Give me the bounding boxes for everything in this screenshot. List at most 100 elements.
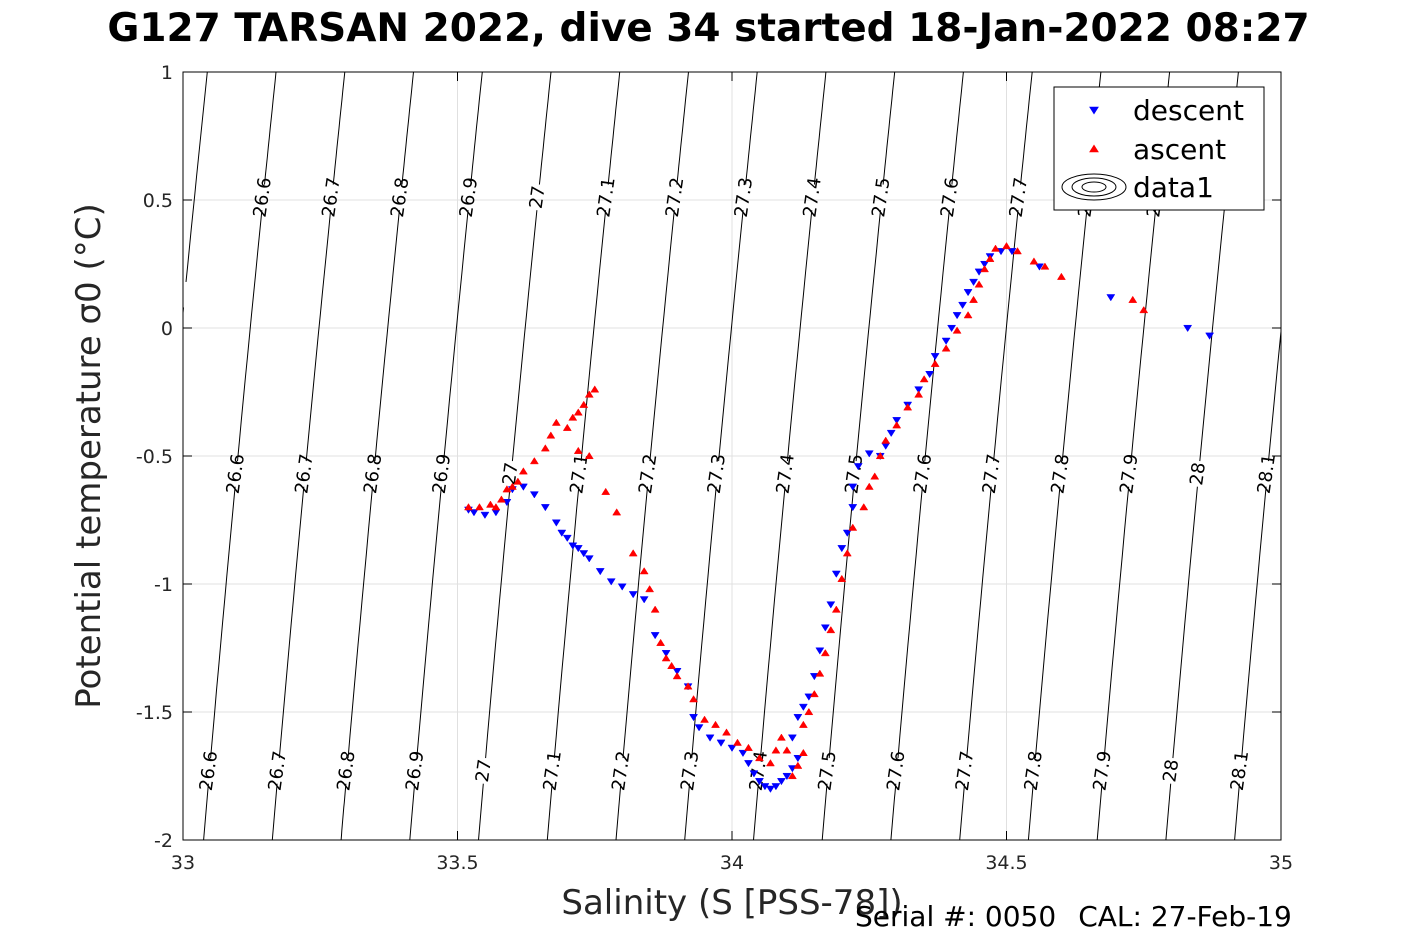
isopycnal-line <box>185 72 208 282</box>
isopycnal-label: 26.9 <box>402 750 428 793</box>
ascent-point <box>584 390 594 398</box>
ascent-point <box>848 523 858 531</box>
descent-point <box>529 491 539 499</box>
descent-point <box>952 312 962 320</box>
ascent-point <box>485 500 495 508</box>
isopycnal-label: 27.3 <box>677 750 703 793</box>
ascent-point <box>831 605 841 613</box>
ascent-point <box>974 280 984 288</box>
ascent-point <box>464 503 473 511</box>
isopycnal-line <box>374 210 400 462</box>
ascent-point <box>656 638 666 646</box>
descent-point <box>1007 248 1017 256</box>
descent-point <box>628 591 638 599</box>
descent-point <box>925 371 935 379</box>
descent-point <box>749 770 759 778</box>
ascent-point <box>590 385 600 393</box>
isopycnal-line <box>813 72 827 185</box>
ascent-point <box>837 574 847 582</box>
isopycnal-line <box>347 486 373 759</box>
ascent-point <box>529 457 539 465</box>
isopycnal-label: 26.7 <box>265 749 291 792</box>
isopycnal-line <box>470 72 483 185</box>
y-tick-label: 0 <box>161 318 173 340</box>
descent-point <box>480 511 490 519</box>
y-tick-label: -0.5 <box>136 446 173 468</box>
descent-point <box>672 667 682 676</box>
ascent-point <box>793 761 803 769</box>
isopycnal-line <box>753 783 759 840</box>
descent-point <box>947 324 957 333</box>
isopycnal-label: 27.5 <box>841 453 867 496</box>
isopycnal-line <box>951 72 964 185</box>
isopycnal-label: 27.3 <box>704 452 730 495</box>
isopycnal-line <box>1096 783 1103 840</box>
isopycnal-line <box>538 72 552 185</box>
isopycnal-line <box>1234 783 1240 840</box>
x-tick-label: 34 <box>720 852 744 874</box>
descent-point <box>540 504 550 512</box>
x-tick-label: 34.5 <box>985 852 1027 874</box>
x-axis-label: Salinity (S [PSS-78]) <box>561 883 902 923</box>
isopycnal-line <box>890 783 897 840</box>
ascent-point <box>1128 295 1138 303</box>
y-tick-label: -1.5 <box>136 702 173 724</box>
ascent-point <box>1013 247 1022 255</box>
isopycnal-label: 27.7 <box>952 750 978 793</box>
isopycnal-line <box>691 486 717 759</box>
ascent-point <box>919 375 929 383</box>
isopycnal-line <box>1165 783 1172 840</box>
ascent-point <box>1029 257 1039 265</box>
x-tick-label: 35 <box>1269 852 1293 874</box>
legend-contour-icon <box>1081 181 1107 193</box>
isopycnal-line <box>264 72 277 185</box>
x-tick-label: 33.5 <box>436 852 478 874</box>
legend-contour-icon <box>1061 173 1127 201</box>
ascent-point <box>475 503 484 511</box>
descent-point <box>606 578 616 586</box>
isopycnal-line <box>760 486 786 759</box>
ascent-point <box>573 446 583 454</box>
ascent-point <box>820 649 830 657</box>
isopycnal-line <box>882 72 896 185</box>
legend-label: ascent <box>1133 133 1226 166</box>
descent-point <box>831 570 841 578</box>
ascent-point <box>798 748 808 757</box>
ascent-point <box>842 549 852 557</box>
descent-point <box>617 583 627 591</box>
descent-point <box>705 734 715 742</box>
ascent-point <box>754 754 764 762</box>
isopycnal-line <box>203 783 209 840</box>
isopycnal-label: 27.6 <box>937 176 963 219</box>
ascent-point <box>765 759 775 767</box>
isopycnal-line <box>553 486 580 759</box>
descent-point <box>689 714 699 722</box>
ascent-point <box>700 715 710 723</box>
descent-point <box>864 450 874 458</box>
ascent-point <box>771 746 781 754</box>
descent-point <box>765 785 775 793</box>
ascent-point <box>930 359 940 367</box>
y-tick-label: -2 <box>154 830 173 852</box>
ascent-point <box>963 311 973 319</box>
isopycnal-line <box>684 783 690 840</box>
descent-point <box>914 386 924 394</box>
ascent-point <box>496 495 506 503</box>
isopycnal-label: 27 <box>526 184 550 210</box>
isopycnal-line <box>478 783 484 840</box>
isopycnal-label: 27.5 <box>868 176 894 219</box>
descent-point <box>650 632 660 640</box>
ascent-point <box>798 720 808 728</box>
ascent-point <box>1040 262 1050 270</box>
axis-ticks: 33 33.5 34 34.5 35 -2 -1.5 -1 -0.5 0 0.5 1 <box>136 62 1293 874</box>
isopycnal-label: 27.2 <box>608 750 634 793</box>
isopycnal-label: 26.6 <box>250 176 276 219</box>
descent-point <box>584 555 594 563</box>
ascent-point <box>650 605 660 613</box>
serial-calibration-note: Serial #: 0050 CAL: 27-Feb-19 <box>855 900 1314 933</box>
ascent-point <box>985 254 995 262</box>
ascent-point <box>914 390 924 398</box>
isopycnal-line <box>305 210 332 462</box>
descent-point <box>1106 294 1116 302</box>
descent-point <box>842 529 852 537</box>
